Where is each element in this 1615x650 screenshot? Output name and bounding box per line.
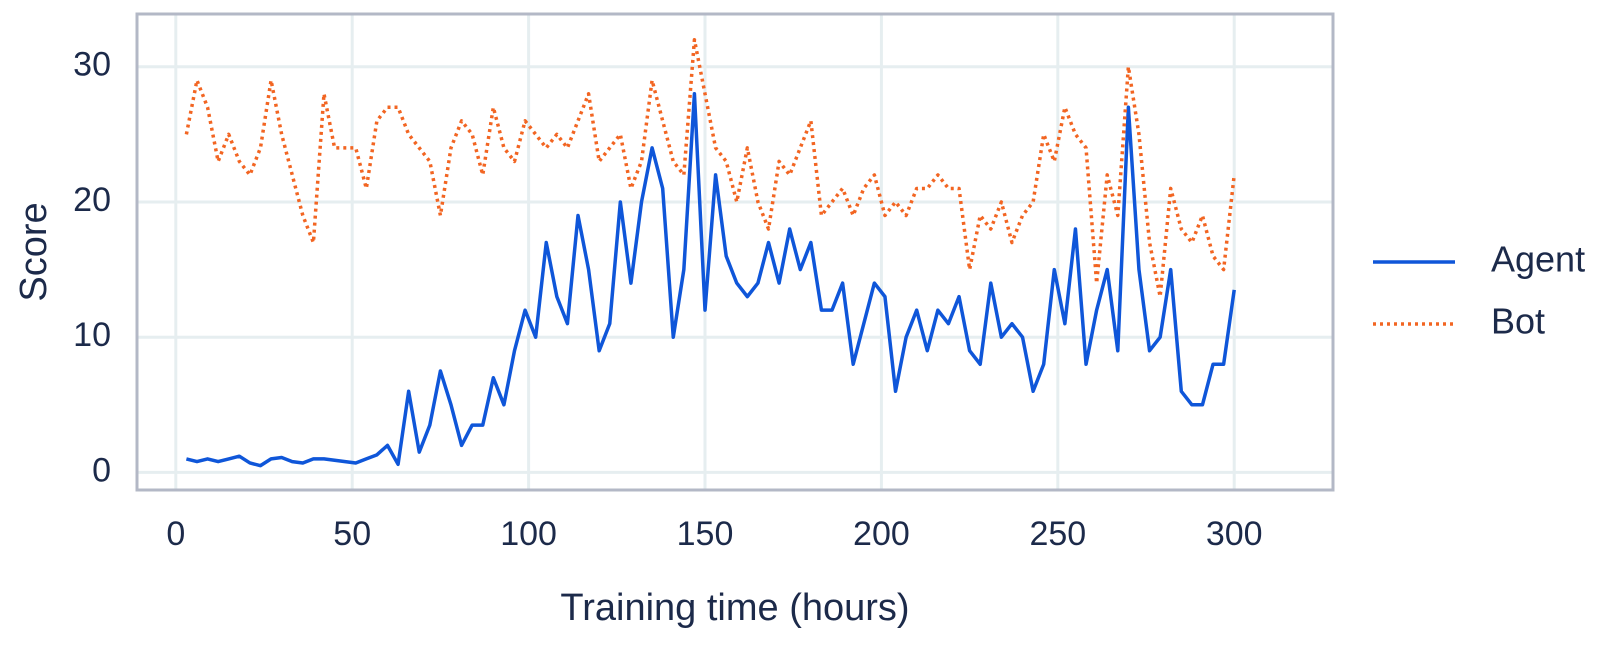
x-tick-label: 200 xyxy=(853,515,910,553)
y-tick-label: 10 xyxy=(73,316,111,354)
y-axis-label: Score xyxy=(13,202,55,301)
x-tick-label: 100 xyxy=(500,515,557,553)
x-tick-label: 300 xyxy=(1206,515,1263,553)
series-line xyxy=(185,92,1236,468)
y-tick-label: 20 xyxy=(73,181,111,219)
series-line xyxy=(184,37,1236,299)
legend-label: Agent xyxy=(1491,239,1585,280)
x-tick-label: 250 xyxy=(1029,515,1086,553)
legend-label: Bot xyxy=(1491,301,1545,342)
x-tick-label: 0 xyxy=(166,515,185,553)
x-tick-label: 150 xyxy=(677,515,734,553)
y-tick-label: 0 xyxy=(92,451,111,489)
plot-frame xyxy=(135,12,1335,492)
x-tick-label: 50 xyxy=(333,515,371,553)
y-tick-label: 30 xyxy=(73,46,111,84)
x-axis-label: Training time (hours) xyxy=(560,587,909,629)
